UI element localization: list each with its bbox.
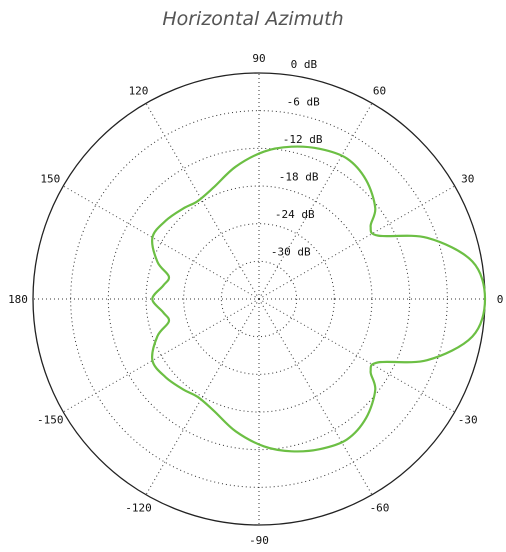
angle-tick-label: -60 — [370, 502, 390, 515]
angle-tick-label: 60 — [373, 84, 386, 97]
grid-spoke — [145, 103, 260, 300]
angle-tick-label: 30 — [461, 173, 474, 186]
ring-label: 0 dB — [291, 58, 318, 71]
grid-spoke — [258, 185, 455, 300]
angle-tick-label: 180 — [8, 293, 28, 306]
grid-spoke — [258, 103, 373, 300]
grid-spoke — [145, 298, 260, 495]
ring-label: -30 dB — [271, 246, 311, 259]
angle-tick-label: -90 — [249, 534, 269, 547]
angle-tick-label: 0 — [497, 293, 504, 306]
angle-tick-label: -30 — [458, 414, 478, 427]
grid-spoke — [63, 298, 260, 413]
grid-ring — [220, 260, 298, 338]
angle-tick-label: 120 — [129, 84, 149, 97]
label-layer: 0 30 60 90 120 150 180 -150 -120 -90 -60 -30 0 dB -6 … — [8, 52, 503, 547]
grid-spoke — [258, 298, 373, 495]
grid-ring — [183, 223, 335, 375]
polar-grid — [32, 72, 486, 526]
ring-label: -12 dB — [283, 133, 323, 146]
angle-tick-label: 150 — [40, 173, 60, 186]
ring-label: -6 dB — [287, 96, 320, 109]
angle-tick-label: 90 — [252, 52, 265, 65]
series-layer — [151, 145, 487, 453]
series-line — [151, 145, 487, 453]
angle-tick-label: -150 — [37, 414, 64, 427]
grid-spoke — [258, 298, 455, 413]
grid-ring — [107, 147, 411, 451]
ring-label: -18 dB — [279, 171, 319, 184]
ring-label: -24 dB — [275, 208, 315, 221]
chart-title: Horizontal Azimuth — [162, 8, 344, 30]
grid-spoke — [63, 185, 260, 300]
angle-tick-label: -120 — [125, 502, 152, 515]
